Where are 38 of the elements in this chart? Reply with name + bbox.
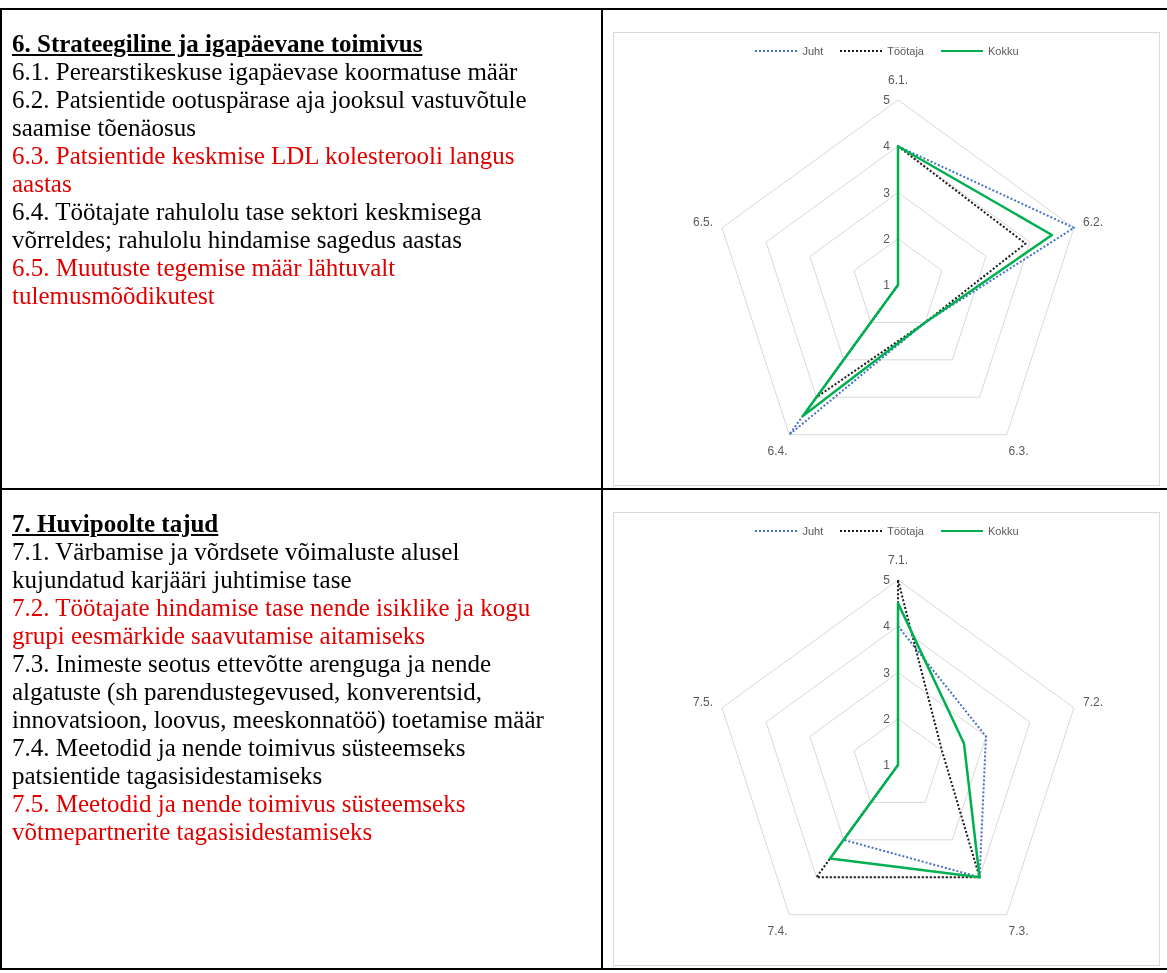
y-tick-label: 2: [883, 711, 891, 726]
legend-label: Juht: [802, 45, 824, 57]
y-tick-label: 3: [883, 665, 891, 680]
y-tick-label: 1: [883, 278, 891, 292]
text: 6.1. Perearstikeskuse igapäevase koormatuse määr: [12, 58, 519, 86]
text: 7.1. Värbamise ja võrdsete võimaluste alusel kujundatud karjääri juhtimise tase: [12, 538, 461, 594]
y-tick-label: 4: [883, 619, 891, 634]
spoke-label: 6.1.: [887, 73, 909, 87]
text: 6.4. Töötajate rahulolu tase sektori keskmisega võrreldes; rahulolu hindamise sagedus aastas: [12, 198, 483, 254]
text: 7.2. Töötajate hindamise tase nende isiklike ja kogu grupi eesmärkide saavutamise aitamiseks: [12, 594, 532, 650]
legend-label: Kokku: [987, 525, 1019, 537]
spoke-label: 6.3.: [1008, 443, 1029, 458]
legend-label: Töötaja: [887, 45, 924, 57]
spoke-label: 7.2.: [1082, 694, 1103, 709]
y-tick-label: 1: [883, 758, 891, 772]
text: 7.3. Inimeste seotus ettevõtte arenguga ja nende algatuste (sh parendustegevused, konverentsid, innovatsioon, loovus, meeskonnatöö) toetamise määr: [12, 650, 545, 734]
text: 6. Strateegiline ja igapäevane toimivus: [12, 30, 424, 58]
spoke-label: 7.5.: [693, 694, 714, 709]
text: 7.4. Meetodid ja nende toimivus süsteemseks patsientide tagasisidestamiseks: [12, 734, 467, 790]
y-tick-label: 5: [883, 93, 891, 107]
spoke-label: 6.2.: [1082, 214, 1103, 229]
text: 7. Huvipoolte tajud: [12, 510, 220, 538]
spoke-label: 7.3.: [1008, 923, 1029, 938]
y-tick-label: 2: [883, 231, 891, 246]
y-tick-label: 5: [883, 573, 891, 587]
text: 6.2. Patsientide ootuspärase aja jooksul vastuvõtule saamise tõenäosus: [12, 86, 528, 142]
spoke-label: 7.1.: [887, 553, 909, 567]
spoke-label: 6.5.: [693, 214, 714, 229]
legend-label: Juht: [802, 525, 824, 537]
text: 6.3. Patsientide keskmise LDL kolesterooli langus aastas: [12, 142, 516, 198]
spoke-label: 6.4.: [767, 443, 788, 458]
legend-label: Töötaja: [887, 525, 924, 537]
y-tick-label: 4: [883, 139, 891, 154]
legend-label: Kokku: [987, 45, 1019, 57]
text: 7.5. Meetodid ja nende toimivus süsteemseks võtmepartnerite tagasisidestamiseks: [12, 790, 467, 846]
text: 6.5. Muutuste tegemise määr lähtuvalt tulemusmõõdikutest: [12, 254, 397, 310]
y-tick-label: 3: [883, 185, 891, 200]
spoke-label: 7.4.: [767, 923, 788, 938]
